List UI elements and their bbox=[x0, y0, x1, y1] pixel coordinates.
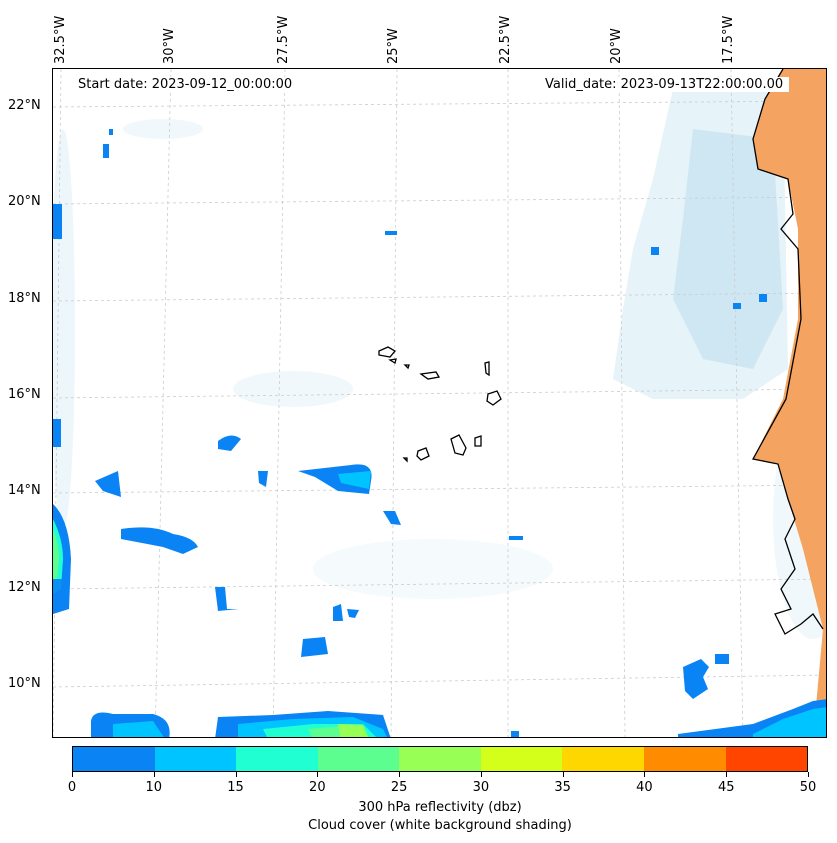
lon-label-17-5w: 17.5°W bbox=[721, 15, 736, 64]
colorbar-segment bbox=[725, 747, 808, 771]
colorbar-tick-mark bbox=[562, 772, 564, 777]
colorbar-tick-label: 15 bbox=[227, 780, 244, 795]
valid-date-label: Valid_date: 2023-09-13T22:00:00.00 bbox=[539, 77, 790, 92]
colorbar-segment bbox=[399, 747, 481, 771]
lon-label-32-5w: 32.5°W bbox=[53, 15, 68, 64]
colorbar-segment bbox=[480, 747, 563, 771]
start-date-label: Start date: 2023-09-12_00:00:00 bbox=[72, 77, 299, 92]
lat-label-20n: 20°N bbox=[8, 194, 41, 209]
colorbar-tick-label: 45 bbox=[717, 780, 735, 795]
colorbar-tick-label: 0 bbox=[67, 780, 77, 795]
colorbar-tick-label: 35 bbox=[554, 780, 571, 795]
lat-label-22n: 22°N bbox=[8, 98, 41, 113]
colorbar-tick-mark bbox=[644, 772, 646, 777]
colorbar-tick-mark bbox=[726, 772, 728, 777]
cloud-cover-shading bbox=[53, 89, 826, 639]
colorbar bbox=[72, 746, 808, 772]
colorbar-segment bbox=[236, 747, 318, 771]
colorbar-tick-mark bbox=[808, 772, 809, 777]
lat-label-16n: 16°N bbox=[8, 387, 41, 402]
colorbar-tick-mark bbox=[399, 772, 401, 777]
colorbar-tick-label: 40 bbox=[636, 780, 653, 795]
cape-verde-islands bbox=[378, 346, 502, 463]
lat-label-10n: 10°N bbox=[8, 676, 41, 691]
colorbar-tick-label: 30 bbox=[472, 780, 490, 795]
africa-land bbox=[753, 69, 826, 737]
colorbar-sublabel: Cloud cover (white background shading) bbox=[308, 818, 572, 833]
colorbar-segment bbox=[562, 747, 644, 771]
map-panel bbox=[52, 68, 827, 738]
lat-label-12n: 12°N bbox=[8, 580, 41, 595]
colorbar-tick-label: 25 bbox=[390, 780, 408, 795]
colorbar-label: 300 hPa reflectivity (dbz) bbox=[358, 800, 522, 815]
colorbar-segment bbox=[317, 747, 400, 771]
lon-label-27-5w: 27.5°W bbox=[276, 15, 291, 64]
lon-label-30w: 30°W bbox=[162, 28, 177, 64]
colorbar-tick-mark bbox=[480, 772, 482, 777]
colorbar-tick-mark bbox=[235, 772, 237, 777]
colorbar-segment bbox=[154, 747, 237, 771]
colorbar-segment bbox=[73, 747, 155, 771]
lat-label-14n: 14°N bbox=[8, 483, 41, 498]
colorbar-segment bbox=[643, 747, 726, 771]
lat-label-18n: 18°N bbox=[8, 291, 41, 306]
colorbar-tick-mark bbox=[153, 772, 155, 777]
gridlines bbox=[53, 69, 826, 737]
reflectivity-areas bbox=[53, 129, 826, 737]
colorbar-tick-mark bbox=[72, 772, 73, 777]
colorbar-tick-label: 20 bbox=[309, 780, 326, 795]
africa-coastline bbox=[752, 69, 824, 635]
colorbar-tick-label: 10 bbox=[145, 780, 163, 795]
colorbar-tick-label: 50 bbox=[799, 780, 817, 795]
lon-label-20w: 20°W bbox=[609, 28, 624, 64]
lon-label-25w: 25°W bbox=[386, 28, 401, 64]
map-canvas bbox=[53, 69, 826, 737]
colorbar-tick-mark bbox=[317, 772, 319, 777]
lon-label-22-5w: 22.5°W bbox=[498, 15, 513, 64]
